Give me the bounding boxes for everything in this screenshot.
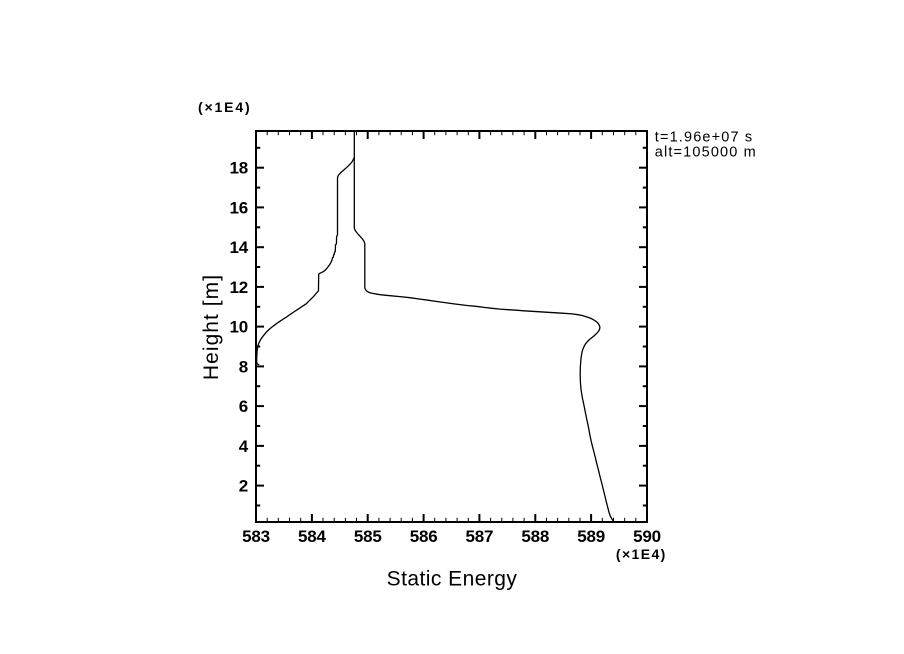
svg-text:(×1E4): (×1E4) bbox=[616, 546, 667, 562]
svg-text:Static Energy: Static Energy bbox=[387, 568, 518, 591]
svg-text:4: 4 bbox=[239, 437, 249, 456]
svg-text:14: 14 bbox=[229, 238, 248, 257]
svg-text:6: 6 bbox=[239, 397, 248, 416]
svg-text:586: 586 bbox=[410, 527, 438, 546]
svg-text:585: 585 bbox=[354, 527, 382, 546]
svg-text:2: 2 bbox=[239, 477, 248, 496]
svg-text:10: 10 bbox=[229, 318, 248, 337]
svg-text:(×1E4): (×1E4) bbox=[198, 99, 252, 115]
svg-text:12: 12 bbox=[229, 278, 248, 297]
svg-text:Height [m]: Height [m] bbox=[200, 274, 223, 380]
svg-text:584: 584 bbox=[298, 527, 327, 546]
svg-text:t=1.96e+07 s: t=1.96e+07 s bbox=[655, 130, 753, 146]
svg-text:590: 590 bbox=[633, 527, 661, 546]
svg-text:588: 588 bbox=[521, 527, 549, 546]
svg-text:8: 8 bbox=[239, 357, 248, 376]
svg-text:18: 18 bbox=[229, 159, 248, 178]
svg-text:alt=105000 m: alt=105000 m bbox=[655, 144, 757, 160]
svg-text:16: 16 bbox=[229, 198, 248, 217]
svg-text:583: 583 bbox=[242, 527, 270, 546]
svg-text:587: 587 bbox=[466, 527, 494, 546]
svg-text:589: 589 bbox=[577, 527, 605, 546]
